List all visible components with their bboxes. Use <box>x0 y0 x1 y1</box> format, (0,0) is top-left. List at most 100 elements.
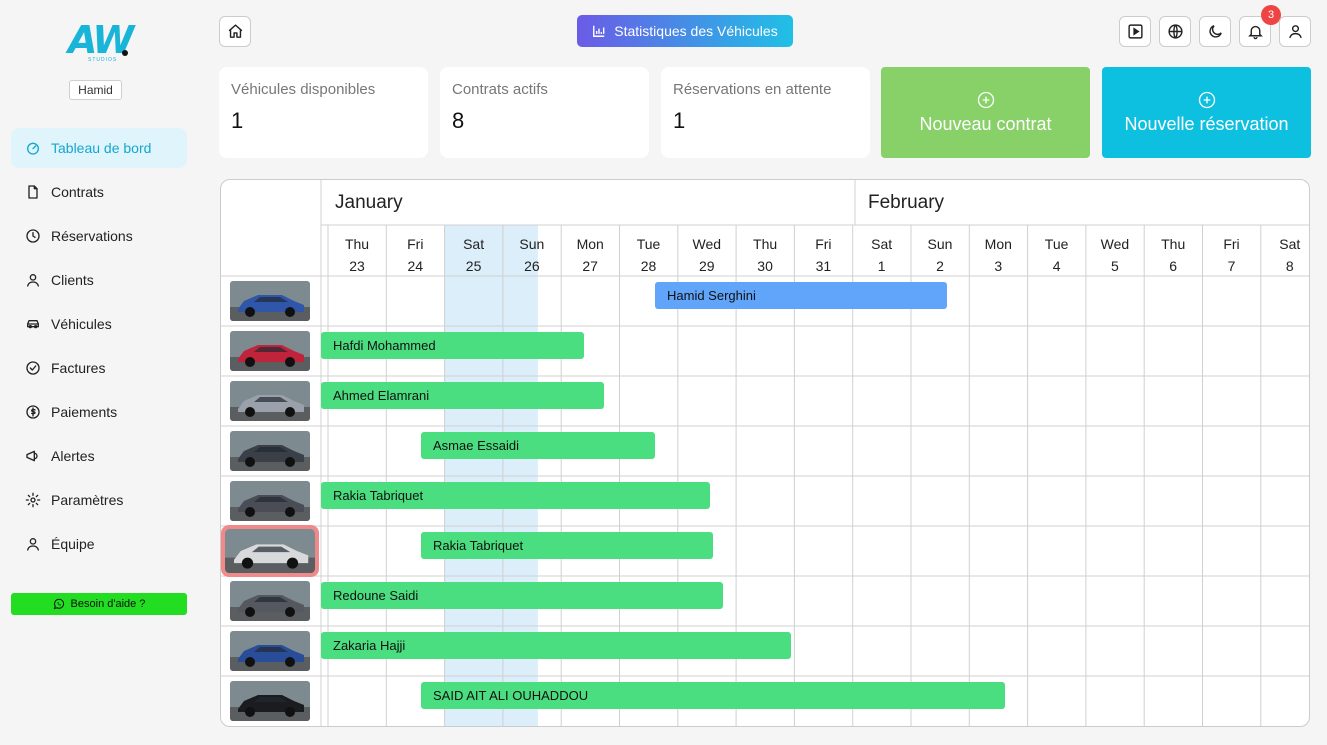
day-name: Mon <box>984 236 1012 252</box>
sidebar-item-label: Paiements <box>51 404 118 420</box>
bar-chart-icon <box>593 25 605 37</box>
logo-dot <box>122 50 128 56</box>
sidebar-item-clients[interactable]: Clients <box>11 260 187 300</box>
vehicle-thumbnail[interactable] <box>230 631 310 671</box>
booking-bar[interactable]: Rakia Tabriquet <box>421 532 713 559</box>
day-number[interactable]: 24 <box>407 258 424 274</box>
day-number[interactable]: 1 <box>877 258 886 274</box>
booking-bar[interactable]: Rakia Tabriquet <box>321 482 710 509</box>
day-name: Thu <box>344 236 370 252</box>
day-name: Tue <box>636 236 661 252</box>
day-number[interactable]: 30 <box>757 258 773 274</box>
home-button[interactable] <box>219 16 251 47</box>
day-name: Wed <box>692 236 722 252</box>
sidebar-item-vehicules[interactable]: Véhicules <box>11 304 187 344</box>
sidebar-item-label: Véhicules <box>51 316 112 332</box>
day-number[interactable]: 2 <box>936 258 944 274</box>
car-image-icon <box>230 481 310 521</box>
profile-button[interactable] <box>1279 16 1311 47</box>
day-name: Sat <box>463 236 485 252</box>
sidebar: AW STUDIOS Hamid Tableau de bord Contrats… <box>0 0 200 745</box>
logo[interactable]: AW STUDIOS <box>68 20 134 64</box>
day-number[interactable]: 31 <box>815 258 832 274</box>
stat-label: Contrats actifs <box>452 81 548 98</box>
vehicle-thumbnail[interactable] <box>230 431 310 471</box>
sidebar-item-label: Contrats <box>51 184 104 200</box>
vehicle-thumbnail[interactable] <box>230 681 310 721</box>
user-icon <box>27 538 39 551</box>
day-name: Sat <box>1279 236 1301 252</box>
day-number[interactable]: 4 <box>1052 258 1061 274</box>
user-name-chip[interactable]: Hamid <box>69 80 122 100</box>
play-button[interactable] <box>1119 16 1151 47</box>
car-image-icon <box>230 381 310 421</box>
vehicle-thumbnail[interactable] <box>230 381 310 421</box>
day-number[interactable]: 26 <box>524 258 540 274</box>
sidebar-item-alertes[interactable]: Alertes <box>11 436 187 476</box>
day-number[interactable]: 7 <box>1227 258 1236 274</box>
vehicle-thumbnail[interactable] <box>221 525 319 577</box>
dark-mode-button[interactable] <box>1199 16 1231 47</box>
month-label-february: February <box>868 192 945 213</box>
booking-bar[interactable]: Hamid Serghini <box>655 282 947 309</box>
vehicle-thumbnail[interactable] <box>230 331 310 371</box>
sidebar-item-contrats[interactable]: Contrats <box>11 172 187 212</box>
day-number[interactable]: 8 <box>1285 258 1294 274</box>
booking-calendar: January February Thu 23 Fri 24 Sat 25 Sun 26 Mon… <box>220 179 1310 727</box>
sidebar-item-label: Alertes <box>51 448 95 464</box>
day-name: Tue <box>1044 236 1069 252</box>
new-contract-button[interactable]: Nouveau contrat <box>881 67 1090 158</box>
stat-value: 8 <box>452 108 465 133</box>
sidebar-item-label: Équipe <box>51 536 95 552</box>
stat-card-pending-reservations: Réservations en attente 1 <box>661 67 870 158</box>
day-number[interactable]: 28 <box>640 258 657 274</box>
sidebar-item-label: Réservations <box>51 228 133 244</box>
sidebar-item-parametres[interactable]: Paramètres <box>11 480 187 520</box>
booking-bar[interactable]: SAID AIT ALI OUHADDOU <box>421 682 1005 709</box>
whatsapp-icon <box>53 598 64 610</box>
day-name: Thu <box>1161 236 1186 252</box>
language-button[interactable] <box>1159 16 1191 47</box>
vehicle-thumbnail[interactable] <box>230 581 310 621</box>
car-image-icon <box>230 581 310 621</box>
new-reservation-button[interactable]: Nouvelle réservation <box>1102 67 1311 158</box>
vehicle-stats-button[interactable]: Statistiques des Véhicules <box>577 15 793 47</box>
clock-icon <box>26 229 40 243</box>
globe-icon <box>1167 24 1183 39</box>
sidebar-item-tableau-de-bord[interactable]: Tableau de bord <box>11 128 187 168</box>
booking-bar[interactable]: Zakaria Hajji <box>321 632 791 659</box>
day-name: Sat <box>871 236 893 252</box>
stat-label: Réservations en attente <box>673 81 832 98</box>
sidebar-item-label: Tableau de bord <box>51 140 152 156</box>
day-number[interactable]: 25 <box>465 258 482 274</box>
stat-label: Véhicules disponibles <box>231 81 376 98</box>
day-number[interactable]: 23 <box>349 258 365 274</box>
day-number[interactable]: 29 <box>699 258 715 274</box>
car-image-icon <box>230 431 310 471</box>
user-icon <box>1288 25 1302 39</box>
booking-bar[interactable]: Hafdi Mohammed <box>321 332 584 359</box>
day-number[interactable]: 3 <box>994 258 1003 274</box>
day-name: Sun <box>519 236 545 252</box>
month-label-january: January <box>335 192 403 213</box>
day-number[interactable]: 27 <box>582 258 598 274</box>
sidebar-item-paiements[interactable]: Paiements <box>11 392 187 432</box>
vehicle-thumbnail[interactable] <box>230 281 310 321</box>
booking-bar[interactable]: Ahmed Elamrani <box>321 382 604 409</box>
day-number[interactable]: 5 <box>1110 258 1119 274</box>
help-button[interactable]: Besoin d'aide ? <box>11 593 187 615</box>
car-image-icon <box>225 529 315 573</box>
home-icon <box>228 24 242 38</box>
notification-badge: 3 <box>1261 5 1281 25</box>
booking-bar[interactable]: Asmae Essaidi <box>421 432 655 459</box>
sidebar-item-reservations[interactable]: Réservations <box>11 216 187 256</box>
day-number[interactable]: 6 <box>1169 258 1178 274</box>
sidebar-item-factures[interactable]: Factures <box>11 348 187 388</box>
booking-bar[interactable]: Redoune Saidi <box>321 582 723 609</box>
vehicle-thumbnail[interactable] <box>230 481 310 521</box>
stat-value: 1 <box>231 108 244 133</box>
sidebar-item-equipe[interactable]: Équipe <box>11 524 187 564</box>
sidebar-nav: Tableau de bord Contrats Réservations Clien… <box>11 128 187 568</box>
new-contract-label: Nouveau contrat <box>919 114 1052 134</box>
vehicle-stats-label: Statistiques des Véhicules <box>614 23 778 39</box>
